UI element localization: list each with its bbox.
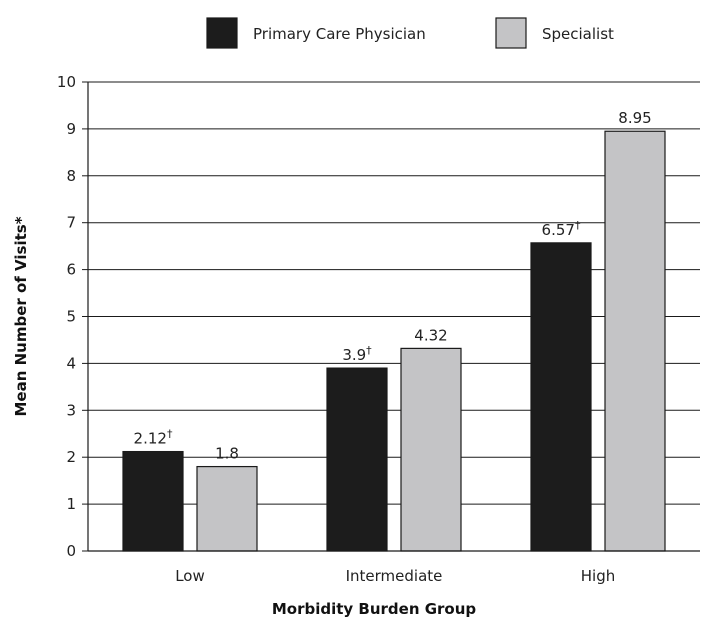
bar-primary-care-low	[122, 450, 184, 552]
data-label-value: 3.9	[342, 346, 366, 364]
x-tick-label: Intermediate	[346, 567, 443, 585]
dagger-marker: †	[366, 344, 372, 357]
data-label: 3.9†	[342, 344, 372, 364]
bar-specialist-low	[196, 465, 258, 552]
y-tick-label: 1	[66, 495, 76, 513]
legend-label: Primary Care Physician	[253, 25, 426, 43]
legend-swatch-specialist	[495, 17, 527, 49]
y-tick-label: 4	[66, 354, 76, 372]
bar-specialist-high	[604, 130, 666, 552]
y-tick-label: 3	[66, 401, 76, 419]
data-label: 2.12†	[134, 428, 173, 448]
axes: 0 1 2 3 4 5 6 7 8 9 10	[57, 73, 700, 560]
data-label-value: 6.57	[542, 221, 575, 239]
data-label: 1.8	[215, 445, 239, 463]
y-tick-label: 7	[66, 214, 76, 232]
data-label-value: 1.8	[215, 445, 239, 463]
y-axis-title: Mean Number of Visits*	[12, 216, 30, 416]
bar-primary-care-high	[530, 242, 592, 552]
legend-label: Specialist	[542, 25, 614, 43]
y-tick-label: 9	[66, 120, 76, 138]
bar-primary-care-intermediate	[326, 367, 388, 552]
y-tick-label: 8	[66, 167, 76, 185]
x-tick-label: High	[581, 567, 615, 585]
data-label: 8.95	[618, 109, 651, 127]
y-tick-label: 6	[66, 261, 76, 279]
y-tick-label: 10	[57, 73, 76, 91]
grid-lines	[88, 81, 700, 505]
data-label: 4.32	[414, 326, 447, 344]
legend: Primary Care Physician Specialist	[206, 17, 614, 49]
x-axis-title: Morbidity Burden Group	[272, 600, 477, 618]
data-label: 6.57†	[542, 219, 581, 239]
dagger-marker: †	[575, 219, 581, 232]
data-label-value: 4.32	[414, 326, 447, 344]
dagger-marker: †	[167, 428, 173, 441]
x-tick-label: Low	[175, 567, 205, 585]
bar-specialist-intermediate	[400, 347, 462, 552]
bars	[122, 130, 666, 552]
y-tick-label: 0	[66, 542, 76, 560]
legend-swatch-primary-care	[206, 17, 238, 49]
labels: Low2.12†1.8Intermediate3.9†4.32High6.57†…	[12, 109, 652, 618]
y-tick-label: 2	[66, 448, 76, 466]
data-label-value: 8.95	[618, 109, 651, 127]
y-tick-label: 5	[66, 308, 76, 326]
data-label-value: 2.12	[134, 430, 167, 448]
